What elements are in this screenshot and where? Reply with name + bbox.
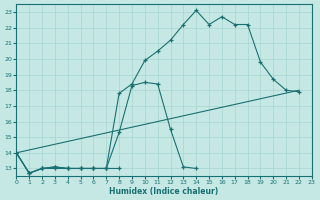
X-axis label: Humidex (Indice chaleur): Humidex (Indice chaleur) <box>109 187 219 196</box>
